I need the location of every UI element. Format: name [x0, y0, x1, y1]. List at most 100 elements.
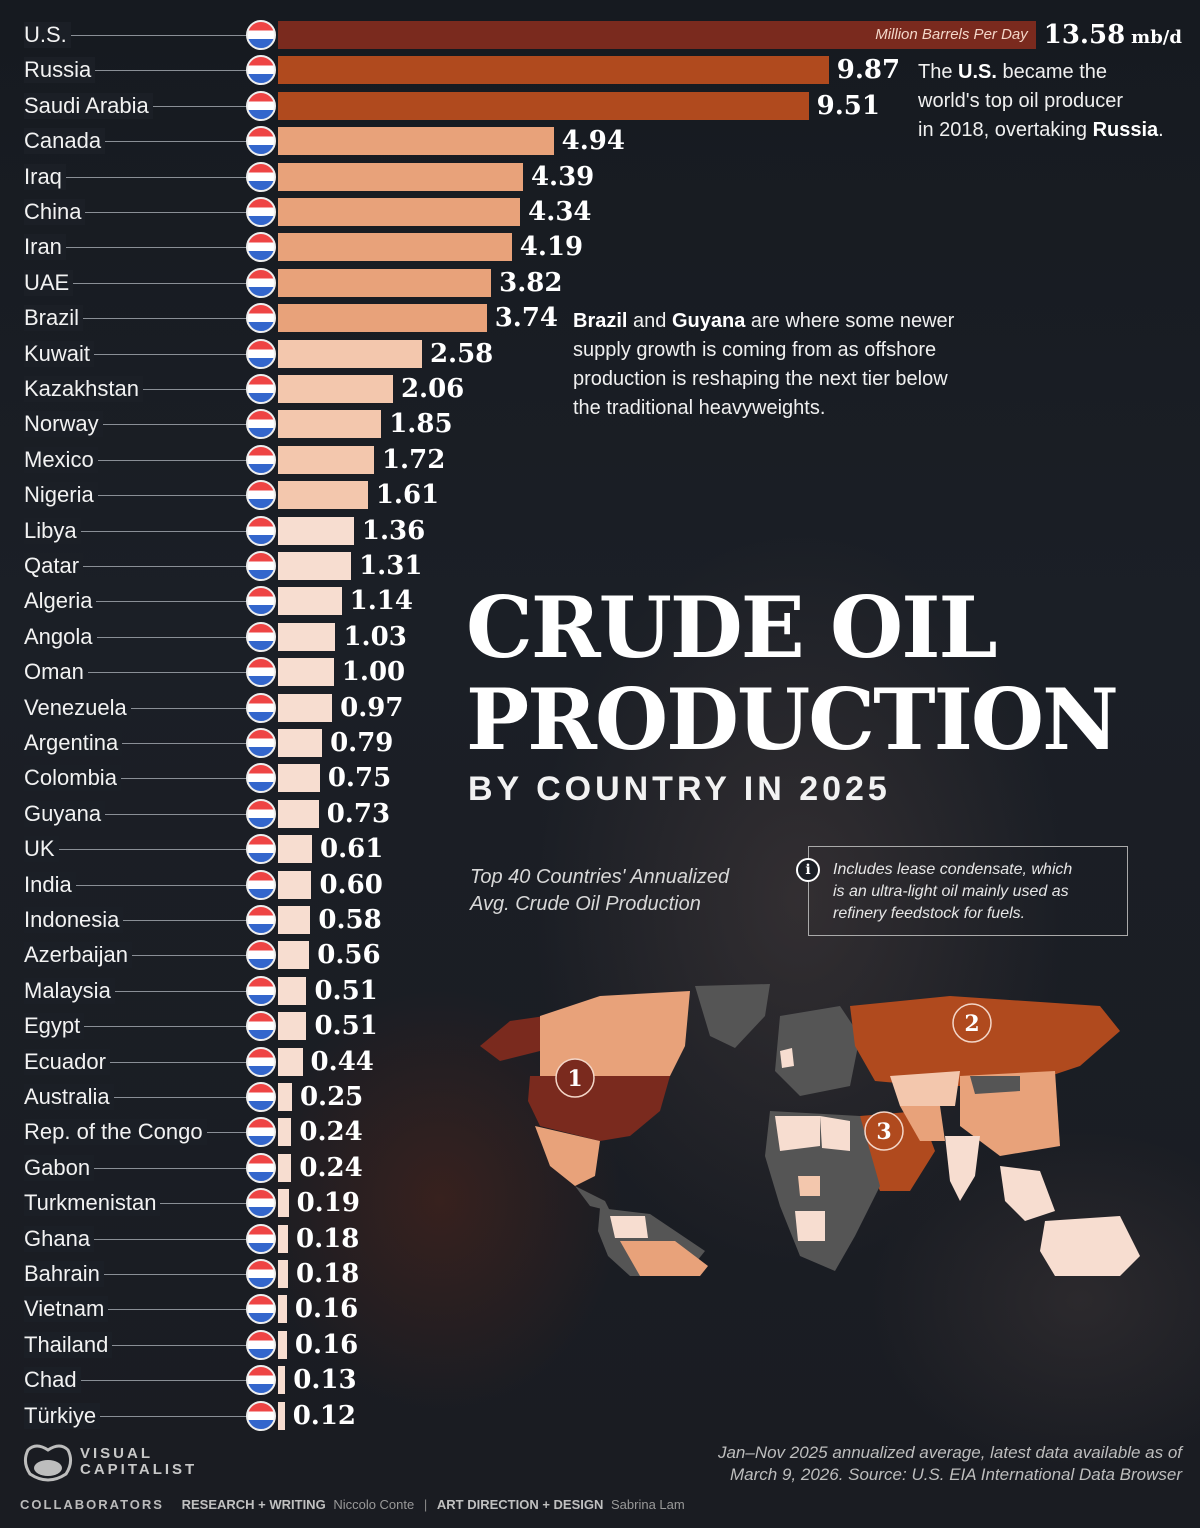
value-label: 0.18	[296, 1259, 359, 1289]
map-region-libya	[820, 1116, 850, 1151]
bar	[278, 1083, 292, 1111]
map-region-angola	[795, 1211, 825, 1241]
bar	[278, 410, 382, 439]
bar	[278, 1401, 285, 1430]
map-region-nigeria	[798, 1176, 820, 1196]
bar	[278, 835, 313, 864]
value-label: 4.94	[562, 126, 625, 156]
iraq-flag-icon	[246, 161, 276, 192]
credits-heading: COLLABORATORS	[20, 1497, 164, 1512]
value-number: 1.61	[375, 480, 440, 511]
world-map-svg: 1 2 3	[480, 984, 1140, 1276]
leader-line	[24, 1061, 248, 1063]
bar-row: Brazil 3.74	[0, 303, 1200, 334]
leader-line	[24, 1415, 248, 1417]
value-number: 0.18	[296, 1223, 360, 1254]
value-label: 1.85	[389, 409, 452, 439]
info-note-line: refinery feedstock for fuels.	[833, 905, 1026, 922]
value-number: 0.79	[330, 728, 394, 758]
country-label: UK	[24, 836, 59, 863]
country-label: Algeria	[24, 588, 97, 615]
bar-row: China 4.34	[0, 197, 1200, 227]
country-label: Brazil	[24, 305, 84, 332]
bar-row: Venezuela 0.97	[0, 692, 1200, 723]
bar-row: Indonesia 0.58	[0, 905, 1200, 935]
australia-flag-icon	[246, 1082, 276, 1112]
note-text: the traditional heavyweights.	[573, 397, 826, 419]
map-region-venezuela-colombia	[610, 1216, 648, 1238]
visual-capitalist-logo: VISUAL CAPITALIST	[22, 1442, 194, 1487]
note-text: in 2018, overtaking	[918, 119, 1093, 141]
info-icon: i	[796, 858, 820, 882]
value-label: 0.24	[299, 1153, 362, 1183]
value-label: 1.61	[376, 480, 439, 510]
credit-name: Niccolo Conte	[333, 1497, 415, 1512]
value-label: 1.72	[382, 445, 445, 475]
bar	[278, 233, 512, 262]
country-label: Bahrain	[24, 1261, 104, 1287]
bar-row: UAE 3.82	[0, 267, 1200, 298]
value-number: 13.58	[1043, 20, 1126, 50]
bar	[278, 587, 342, 616]
bar	[278, 1012, 307, 1041]
bar-row: Kazakhstan 2.06	[0, 374, 1200, 404]
value-label: 0.56	[317, 940, 380, 970]
value-number: 2.06	[400, 374, 465, 404]
leader-line	[24, 282, 248, 284]
map-marker-1-label: 1	[567, 1066, 582, 1092]
country-label: UAE	[24, 269, 74, 296]
country-label: Russia	[24, 57, 96, 84]
value-number: 0.19	[296, 1188, 360, 1219]
credits: COLLABORATORS RESEARCH + WRITING Niccolo…	[20, 1497, 685, 1512]
bar	[278, 1366, 286, 1395]
country-label: Norway	[24, 411, 103, 438]
map-marker-2-label: 2	[964, 1011, 979, 1037]
country-label: Iran	[24, 234, 66, 261]
value-number: 0.58	[318, 905, 382, 935]
map-marker-1: 1	[555, 1058, 595, 1098]
world-map: 1 2 3	[480, 976, 1160, 1276]
source-line: Jan–Nov 2025 annualized average, latest …	[717, 1443, 1182, 1462]
bar	[278, 870, 312, 899]
bar	[278, 1153, 292, 1182]
bar-row: Azerbaijan 0.56	[0, 940, 1200, 971]
value-label: 0.61	[320, 834, 383, 864]
bar-row: Iran 4.19	[0, 232, 1200, 263]
leader-line	[24, 141, 248, 143]
source-note: Jan–Nov 2025 annualized average, latest …	[718, 1442, 1182, 1486]
bar-row: Iraq 4.39	[0, 161, 1200, 192]
value-number: 3.74	[494, 303, 559, 334]
value-label: 3.82	[499, 268, 562, 298]
leader-line	[24, 707, 248, 709]
leader-line	[24, 318, 248, 320]
value-number: 1.85	[389, 409, 453, 440]
bar-row: Algeria 1.14	[0, 586, 1200, 617]
leader-line	[24, 636, 248, 638]
bar	[278, 516, 354, 545]
algeria-flag-icon	[246, 586, 276, 617]
value-label: 4.19	[520, 232, 583, 262]
credit-role: RESEARCH + WRITING	[181, 1497, 326, 1512]
bar	[278, 906, 311, 934]
bar-row: Kuwait 2.58	[0, 338, 1200, 369]
uae-flag-icon	[246, 267, 276, 298]
leader-line	[24, 459, 248, 461]
value-number: 1.31	[359, 551, 423, 581]
vietnam-flag-icon	[246, 1294, 276, 1325]
turkiye-flag-icon	[246, 1400, 276, 1431]
value-number: 4.94	[561, 126, 625, 157]
title-line-2: PRODUCTION	[466, 670, 1119, 769]
credit-separator: |	[423, 1497, 428, 1512]
logo-icon	[23, 1444, 73, 1482]
value-number: 0.16	[294, 1294, 359, 1325]
info-note-line: Includes lease condensate, which	[833, 861, 1073, 878]
bar	[278, 1189, 289, 1218]
leader-line	[24, 353, 248, 355]
map-region-australia	[1040, 1216, 1140, 1276]
chad-flag-icon	[246, 1365, 276, 1396]
bar-row: Gabon 0.24	[0, 1152, 1200, 1183]
map-region-central-america	[575, 1186, 610, 1211]
map-region-alaska	[480, 1016, 545, 1061]
bahrain-flag-icon	[246, 1259, 276, 1289]
value-label: 9.51	[817, 91, 880, 121]
